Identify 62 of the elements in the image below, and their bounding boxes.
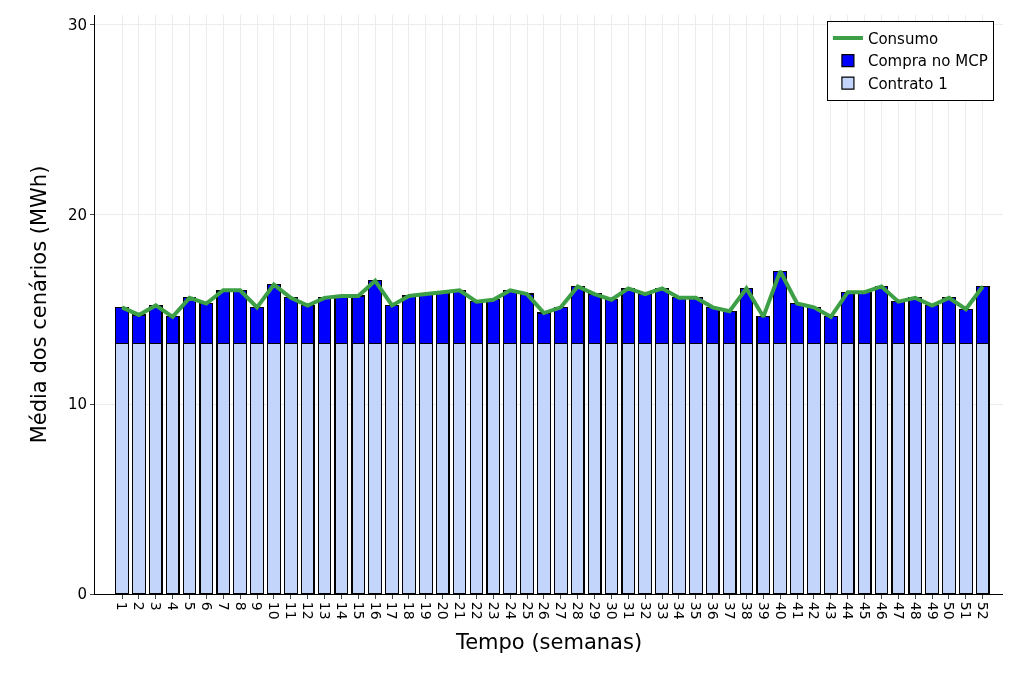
legend-label: Contrato 1 (867, 74, 948, 93)
x-tick-label: 16 (367, 601, 384, 620)
x-tick-label: 39 (755, 601, 772, 620)
legend-label: Compra no MCP (867, 52, 988, 71)
x-tick-label: 47 (890, 601, 907, 620)
x-tick-label: 1 (114, 601, 131, 611)
y-tick-label: 30 (67, 15, 87, 34)
x-tick-label: 14 (333, 601, 350, 620)
x-tick-label: 28 (570, 601, 587, 620)
x-tick-label: 25 (519, 601, 536, 620)
x-tick-label: 19 (418, 601, 435, 620)
x-tick-label: 27 (553, 601, 570, 620)
x-tick-label: 42 (806, 601, 823, 620)
x-tick-label: 8 (232, 601, 249, 611)
x-tick-label: 5 (181, 601, 198, 611)
x-tick-label: 51 (958, 601, 975, 620)
x-tick-label: 46 (873, 601, 890, 620)
y-tick-label: 0 (77, 585, 87, 604)
x-tick-label: 36 (705, 601, 722, 620)
x-tick-label: 29 (587, 601, 604, 620)
x-tick-label: 37 (722, 601, 739, 620)
legend-label: Consumo (867, 29, 939, 48)
x-tick-label: 24 (502, 601, 519, 620)
x-tick-label: 49 (924, 601, 941, 620)
x-tick-label: 38 (738, 601, 755, 620)
x-tick-label: 41 (789, 601, 806, 620)
x-tick-label: 22 (468, 601, 485, 620)
x-tick-label: 15 (350, 601, 367, 620)
x-tick-label: 20 (435, 601, 452, 620)
x-tick-label: 18 (401, 601, 418, 620)
x-tick-label: 17 (384, 601, 401, 620)
y-axis-title: Média dos cenários (MWh) (27, 165, 52, 444)
x-tick-label: 26 (536, 601, 553, 620)
x-axis-title: Tempo (semanas) (454, 629, 643, 654)
x-tick-label: 2 (131, 601, 148, 611)
x-tick-label: 32 (637, 601, 654, 620)
x-tick-label: 44 (840, 601, 857, 620)
line-series (120, 269, 985, 319)
x-tick-label: 31 (620, 601, 637, 620)
x-tick-label: 34 (671, 601, 688, 620)
y-tick-label: 10 (67, 395, 87, 414)
x-tick-label: 13 (316, 601, 333, 620)
x-tick-label: 33 (654, 601, 671, 620)
x-tick-label: 7 (215, 601, 232, 611)
x-tick-label: 23 (485, 601, 502, 620)
x-tick-label: 52 (975, 601, 992, 620)
x-tick-label: 43 (823, 601, 840, 620)
x-tick-label: 9 (249, 601, 266, 611)
x-tick-label: 21 (452, 601, 468, 620)
x-tick-label: 4 (165, 601, 182, 611)
x-tick-label: 10 (266, 601, 283, 620)
x-tick-label: 40 (772, 601, 789, 620)
x-tick-label: 12 (300, 601, 317, 620)
x-tick-label: 3 (148, 601, 165, 611)
x-tick-label: 35 (688, 601, 705, 620)
x-tick-label: 45 (857, 601, 874, 620)
x-tick-label: 48 (907, 601, 924, 620)
x-tick-label: 6 (198, 601, 215, 611)
y-tick-label: 20 (67, 205, 87, 224)
x-tick-label: 30 (603, 601, 620, 620)
x-tick-label: 11 (283, 601, 300, 620)
x-tick-label: 50 (941, 601, 958, 620)
